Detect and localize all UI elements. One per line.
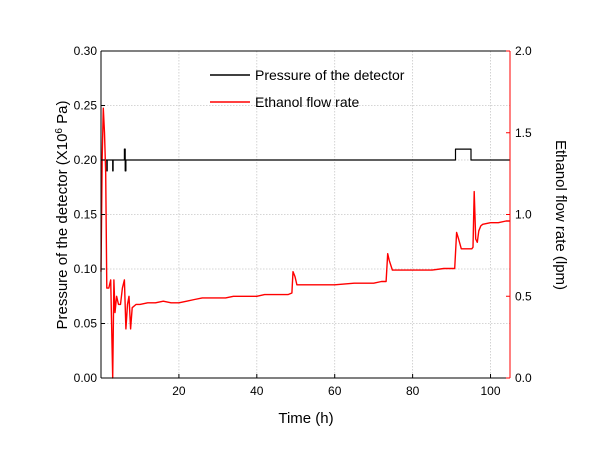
y-left-tick-label: 0.00 <box>74 371 98 385</box>
y-left-tick-label: 0.05 <box>74 317 98 331</box>
y-right-tick-label: 1.0 <box>515 208 532 222</box>
y-left-tick-label: 0.15 <box>74 208 98 222</box>
y-left-axis-title: Pressure of the detector (X106 Pa) <box>54 100 72 329</box>
series-line-ethanol-flow <box>100 107 510 379</box>
legend: Pressure of the detector Ethanol flow ra… <box>210 67 405 110</box>
ticks-layer: 20 40 60 80 100 0.00 0.05 0.10 0.15 0.20 0.25 0.30 0… <box>74 44 532 398</box>
y-right-tick-label: 0.5 <box>515 289 532 303</box>
series-layer <box>100 107 510 379</box>
series-line-pressure <box>101 148 510 172</box>
y-right-tick-label: 0.0 <box>515 371 532 385</box>
y-right-tick-label: 2.0 <box>515 44 532 58</box>
y-left-axis-title-main: Pressure of the detector (X10 <box>54 134 71 330</box>
y-left-tick-label: 0.10 <box>74 262 98 276</box>
x-tick-label: 100 <box>481 384 501 398</box>
y-left-tick-label: 0.20 <box>74 153 98 167</box>
y-left-tick-label: 0.25 <box>74 99 98 113</box>
x-tick-label: 80 <box>406 384 420 398</box>
x-tick-label: 60 <box>328 384 342 398</box>
y-right-axis-title: Ethanol flow rate (lpm) <box>552 140 569 290</box>
x-tick-label: 20 <box>172 384 186 398</box>
y-right-tick-label: 1.5 <box>515 126 532 140</box>
y-left-axis-title-tail: Pa) <box>54 100 71 128</box>
y-left-axis-title-sup: 6 <box>54 128 65 134</box>
legend-label-pressure: Pressure of the detector <box>255 67 405 83</box>
y-left-tick-label: 0.30 <box>74 44 98 58</box>
x-axis-title: Time (h) <box>278 410 333 427</box>
x-tick-label: 40 <box>250 384 264 398</box>
legend-label-ethanol: Ethanol flow rate <box>255 94 359 110</box>
